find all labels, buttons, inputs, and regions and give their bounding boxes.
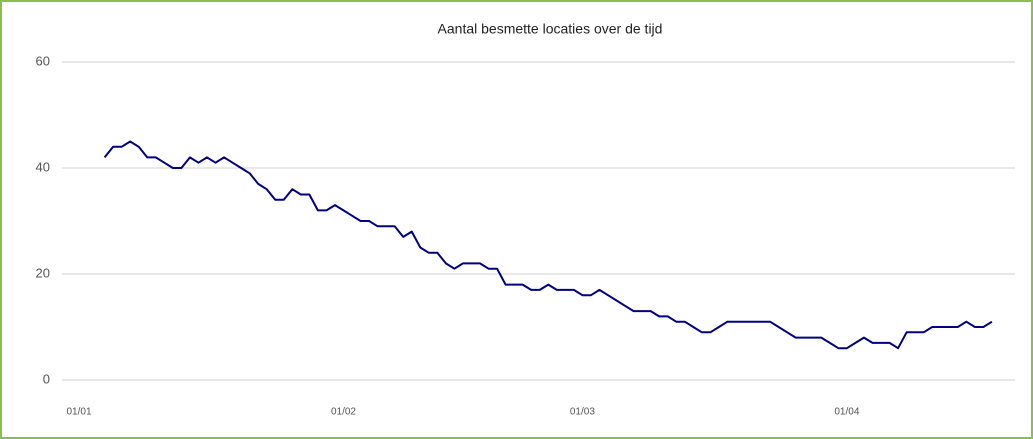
x-tick-label: 01/03 [570, 407, 595, 418]
y-tick-label: 20 [36, 265, 50, 280]
line-series [103, 140, 993, 350]
x-tick-label: 01/04 [834, 407, 859, 418]
y-tick-label: 0 [43, 371, 50, 386]
x-tick-label: 01/02 [331, 407, 356, 418]
y-tick-label: 60 [36, 53, 50, 68]
chart-title: Aantal besmette locaties over de tijd [438, 21, 663, 37]
x-tick-label: 01/01 [66, 407, 91, 418]
y-tick-label: 40 [36, 159, 50, 174]
